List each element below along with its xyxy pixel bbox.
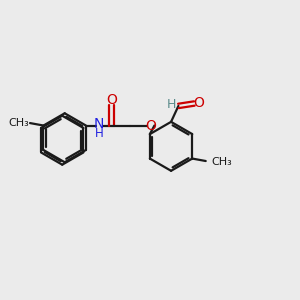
Text: N: N <box>94 117 104 131</box>
Text: O: O <box>146 118 156 133</box>
Text: O: O <box>106 93 117 107</box>
Text: CH₃: CH₃ <box>8 118 29 128</box>
Text: H: H <box>167 98 176 111</box>
Text: H: H <box>94 127 103 140</box>
Text: CH₃: CH₃ <box>212 157 232 166</box>
Text: O: O <box>193 97 204 110</box>
